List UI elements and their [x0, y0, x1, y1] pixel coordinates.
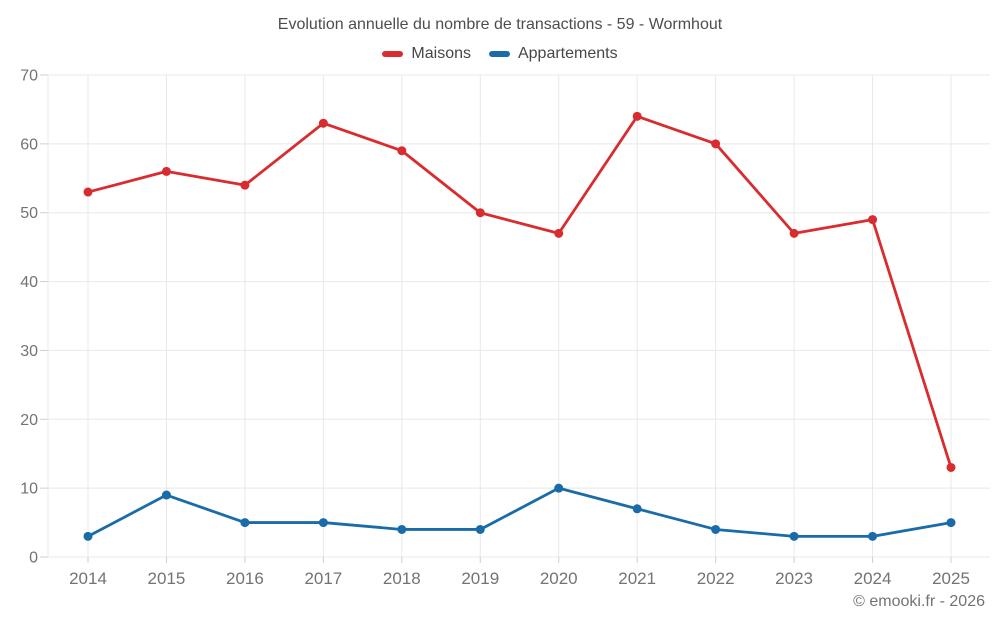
- maisons-point[interactable]: [711, 139, 721, 149]
- maisons-point[interactable]: [554, 228, 564, 238]
- maisons-point[interactable]: [161, 166, 171, 176]
- maisons-series-swatch-icon: [382, 51, 404, 57]
- maisons-point[interactable]: [318, 118, 328, 128]
- x-tick-label: 2017: [304, 569, 342, 588]
- legend-label-maisons: Maisons: [411, 45, 471, 62]
- y-tick-label: 30: [20, 343, 38, 360]
- x-tick-label: 2023: [775, 569, 813, 588]
- appartements-series-swatch-icon: [488, 51, 510, 57]
- appartements-point[interactable]: [161, 490, 171, 500]
- maisons-point[interactable]: [240, 180, 250, 190]
- y-tick-label: 70: [20, 68, 38, 85]
- legend-item-maisons[interactable]: Maisons: [382, 45, 471, 63]
- appartements-point[interactable]: [789, 531, 799, 541]
- appartements-line: [86, 486, 953, 538]
- maisons-point[interactable]: [789, 228, 799, 238]
- x-tick-label: 2019: [461, 569, 499, 588]
- x-tick-label: 2022: [697, 569, 735, 588]
- x-tick-label: 2015: [148, 569, 186, 588]
- appartements-point[interactable]: [397, 524, 407, 534]
- appartements-point[interactable]: [946, 518, 956, 528]
- maisons-line: [86, 114, 953, 469]
- y-tick-label: 40: [20, 274, 38, 291]
- appartements-point[interactable]: [711, 524, 721, 534]
- appartements-point[interactable]: [868, 531, 878, 541]
- x-tick-label: 2018: [383, 569, 421, 588]
- appartements-point[interactable]: [318, 518, 328, 528]
- maisons-point[interactable]: [632, 111, 642, 121]
- x-tick-label: 2014: [69, 569, 107, 588]
- x-tick-label: 2025: [932, 569, 970, 588]
- appartements-point[interactable]: [475, 524, 485, 534]
- chart-legend: Maisons Appartements: [0, 45, 1000, 63]
- x-tick-label: 2024: [854, 569, 892, 588]
- maisons-point[interactable]: [83, 187, 93, 197]
- y-tick-label: 50: [20, 205, 38, 222]
- chart-title: Evolution annuelle du nombre de transact…: [277, 16, 723, 33]
- legend-item-appartements[interactable]: Appartements: [488, 45, 618, 63]
- appartements-point[interactable]: [240, 518, 250, 528]
- appartements-point[interactable]: [83, 531, 93, 541]
- x-tick-label: 2021: [618, 569, 656, 588]
- y-tick-label: 20: [20, 412, 38, 429]
- maisons-point[interactable]: [475, 208, 485, 218]
- maisons-point[interactable]: [868, 215, 878, 225]
- x-tick-label: 2020: [540, 569, 578, 588]
- x-tick-label: 2016: [226, 569, 264, 588]
- maisons-point[interactable]: [946, 462, 956, 472]
- y-tick-label: 60: [20, 136, 38, 153]
- y-tick-label: 0: [29, 550, 38, 567]
- y-tick-label: 10: [20, 481, 38, 498]
- appartements-point[interactable]: [632, 504, 642, 514]
- appartements-point[interactable]: [554, 483, 564, 493]
- copyright-credit: © emooki.fr - 2026: [853, 593, 985, 610]
- legend-label-appartements: Appartements: [517, 45, 618, 62]
- maisons-point[interactable]: [397, 146, 407, 156]
